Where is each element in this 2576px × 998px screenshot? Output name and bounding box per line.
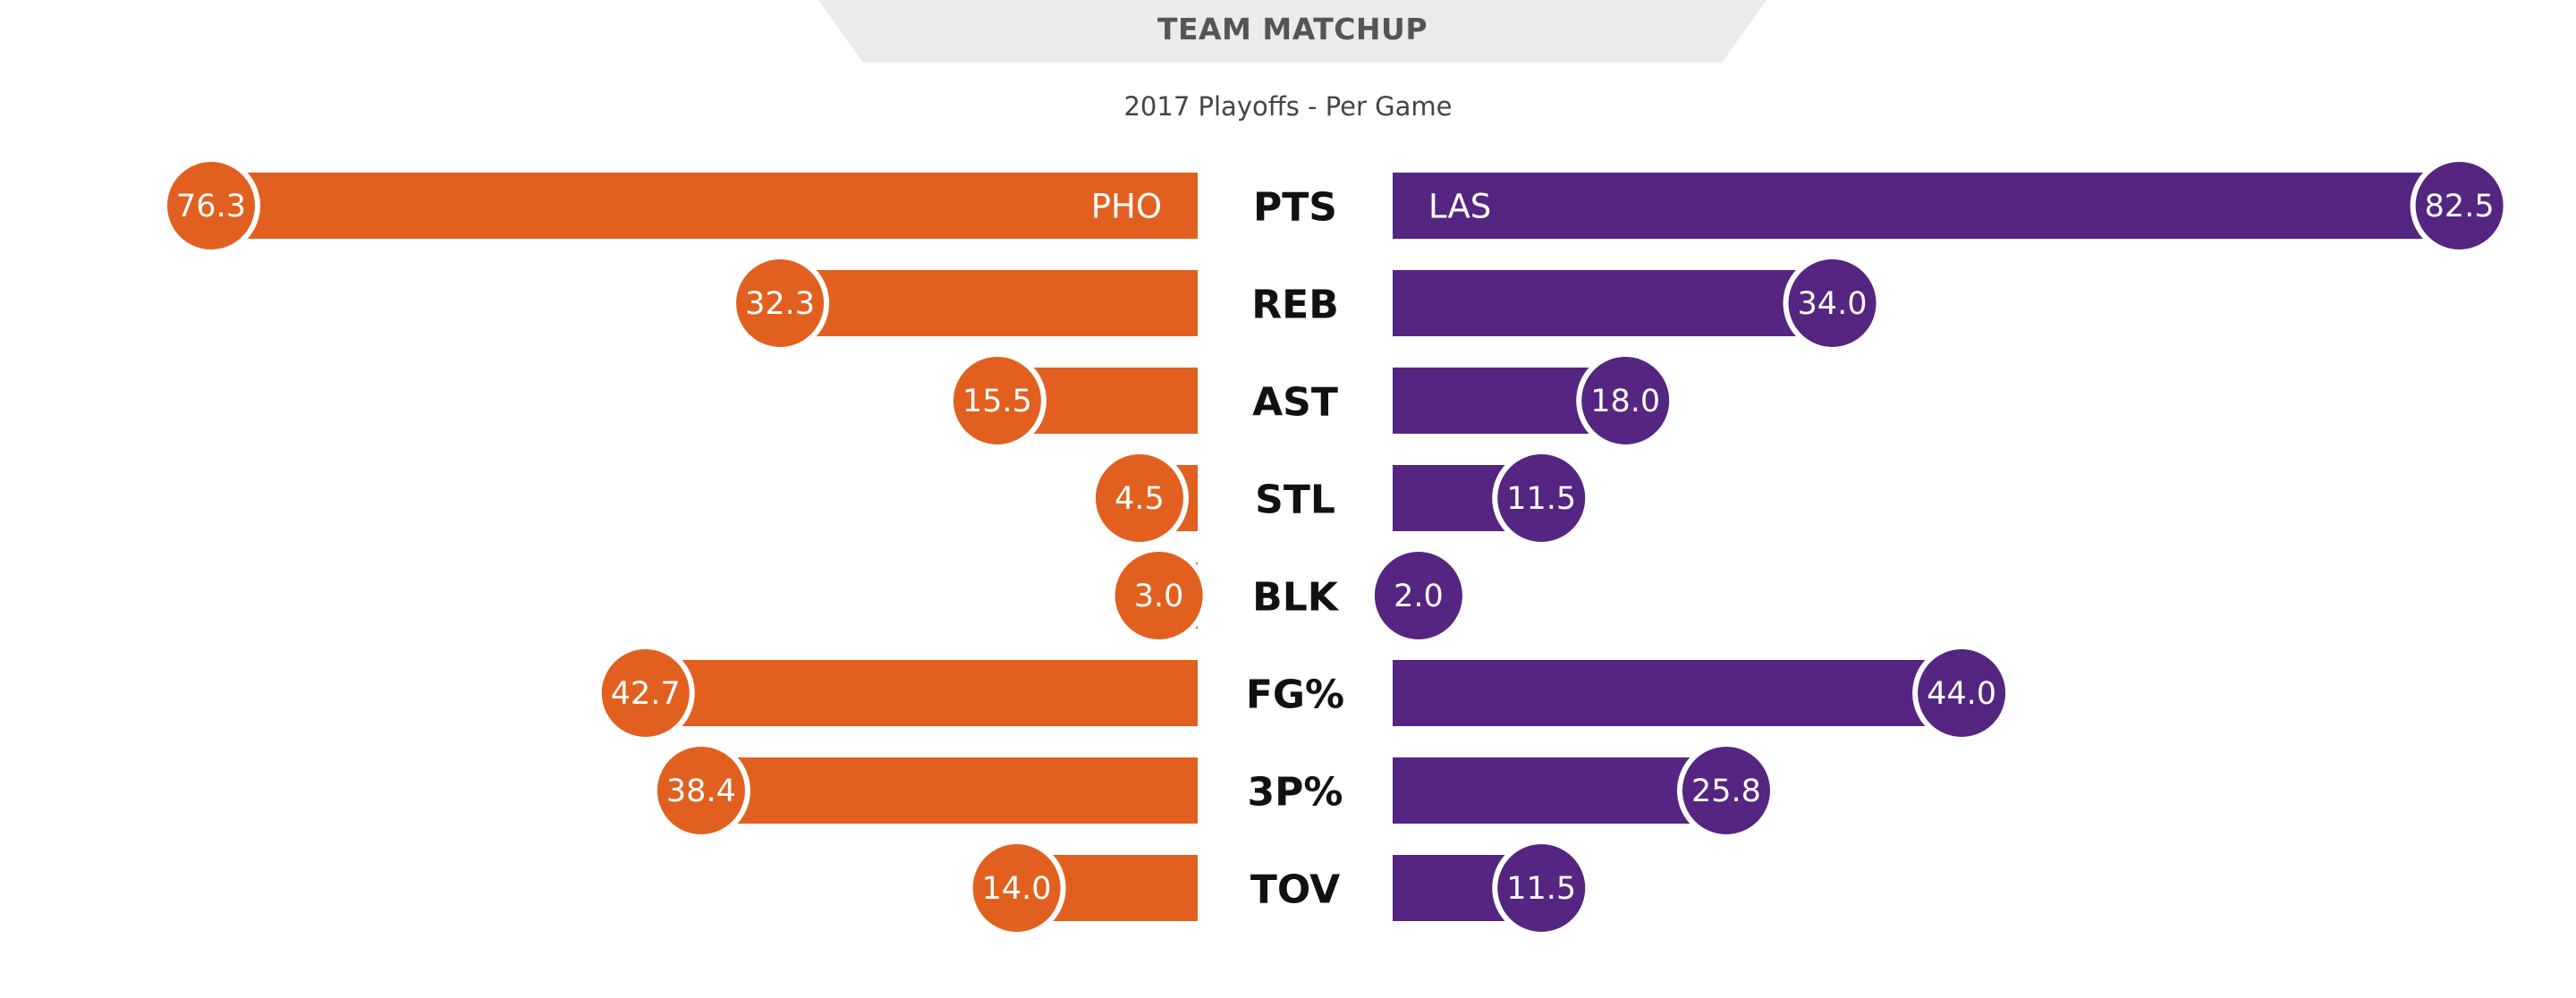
value-label-las-fg-pct: 44.0 [1927,676,1996,712]
stat-label-fg-pct: FG% [1246,672,1344,718]
value-label-las-ast: 18.0 [1590,384,1660,419]
stat-label-3p-pct: 3P% [1248,770,1343,816]
value-label-pho-reb: 32.3 [745,286,815,322]
bar-pho-3p-pct [700,757,1198,824]
value-bubble-pho-blk [1109,546,1208,645]
value-bubble-las-pts [2410,156,2509,255]
value-label-pho-pts: 76.3 [176,189,246,224]
bar-las-pts [1393,173,2460,239]
bar-pho-reb [780,270,1198,336]
stat-label-tov: TOV [1250,867,1340,913]
value-label-las-pts: 82.5 [2425,189,2495,224]
value-label-pho-blk: 3.0 [1134,579,1184,614]
value-label-las-blk: 2.0 [1394,579,1444,614]
value-label-pho-fg-pct: 42.7 [611,676,681,712]
bar-las-3p-pct [1393,757,1726,824]
value-bubble-las-blk [1368,546,1468,645]
value-label-las-reb: 34.0 [1798,286,1868,322]
bar-pho-pts [211,173,1198,239]
value-label-las-stl: 11.5 [1506,481,1576,517]
value-bubble-pho-3p-pct [651,741,750,840]
header-tab: TEAM MATCHUP [818,0,1767,63]
chart-subtitle: 2017 Playoffs - Per Game [1123,91,1453,122]
bar-pho-fg-pct [645,660,1198,726]
stat-label-ast: AST [1252,380,1338,426]
stat-label-stl: STL [1255,478,1335,523]
bar-las-reb [1393,270,1833,336]
chart-title: TEAM MATCHUP [1157,12,1428,47]
value-bubble-las-tov [1492,839,1591,937]
value-bubble-pho-pts [162,156,260,255]
value-label-las-tov: 11.5 [1506,871,1576,907]
header-tab-shape [818,0,1767,63]
team-label-las: LAS [1428,188,1491,226]
value-bubble-pho-tov [967,839,1066,937]
value-bubble-pho-fg-pct [596,644,695,742]
value-bubble-las-reb [1783,254,1882,352]
value-bubble-pho-reb [731,254,830,352]
stat-label-blk: BLK [1252,575,1340,621]
value-bubble-las-ast [1576,351,1675,450]
value-bubble-pho-ast [947,351,1046,450]
value-label-las-3p-pct: 25.8 [1691,774,1761,809]
value-bubble-pho-stl [1089,449,1189,547]
value-label-pho-ast: 15.5 [962,384,1032,419]
bar-las-fg-pct [1393,660,1962,726]
stat-label-reb: REB [1251,283,1338,328]
value-bubble-las-3p-pct [1676,741,1775,840]
value-bubble-las-fg-pct [1912,644,2012,742]
value-bubble-las-stl [1492,449,1591,547]
value-label-pho-3p-pct: 38.4 [666,774,736,809]
stat-label-pts: PTS [1253,185,1337,231]
value-label-pho-tov: 14.0 [982,871,1052,907]
team-label-pho: PHO [1091,188,1162,226]
value-label-pho-stl: 4.5 [1114,481,1165,517]
